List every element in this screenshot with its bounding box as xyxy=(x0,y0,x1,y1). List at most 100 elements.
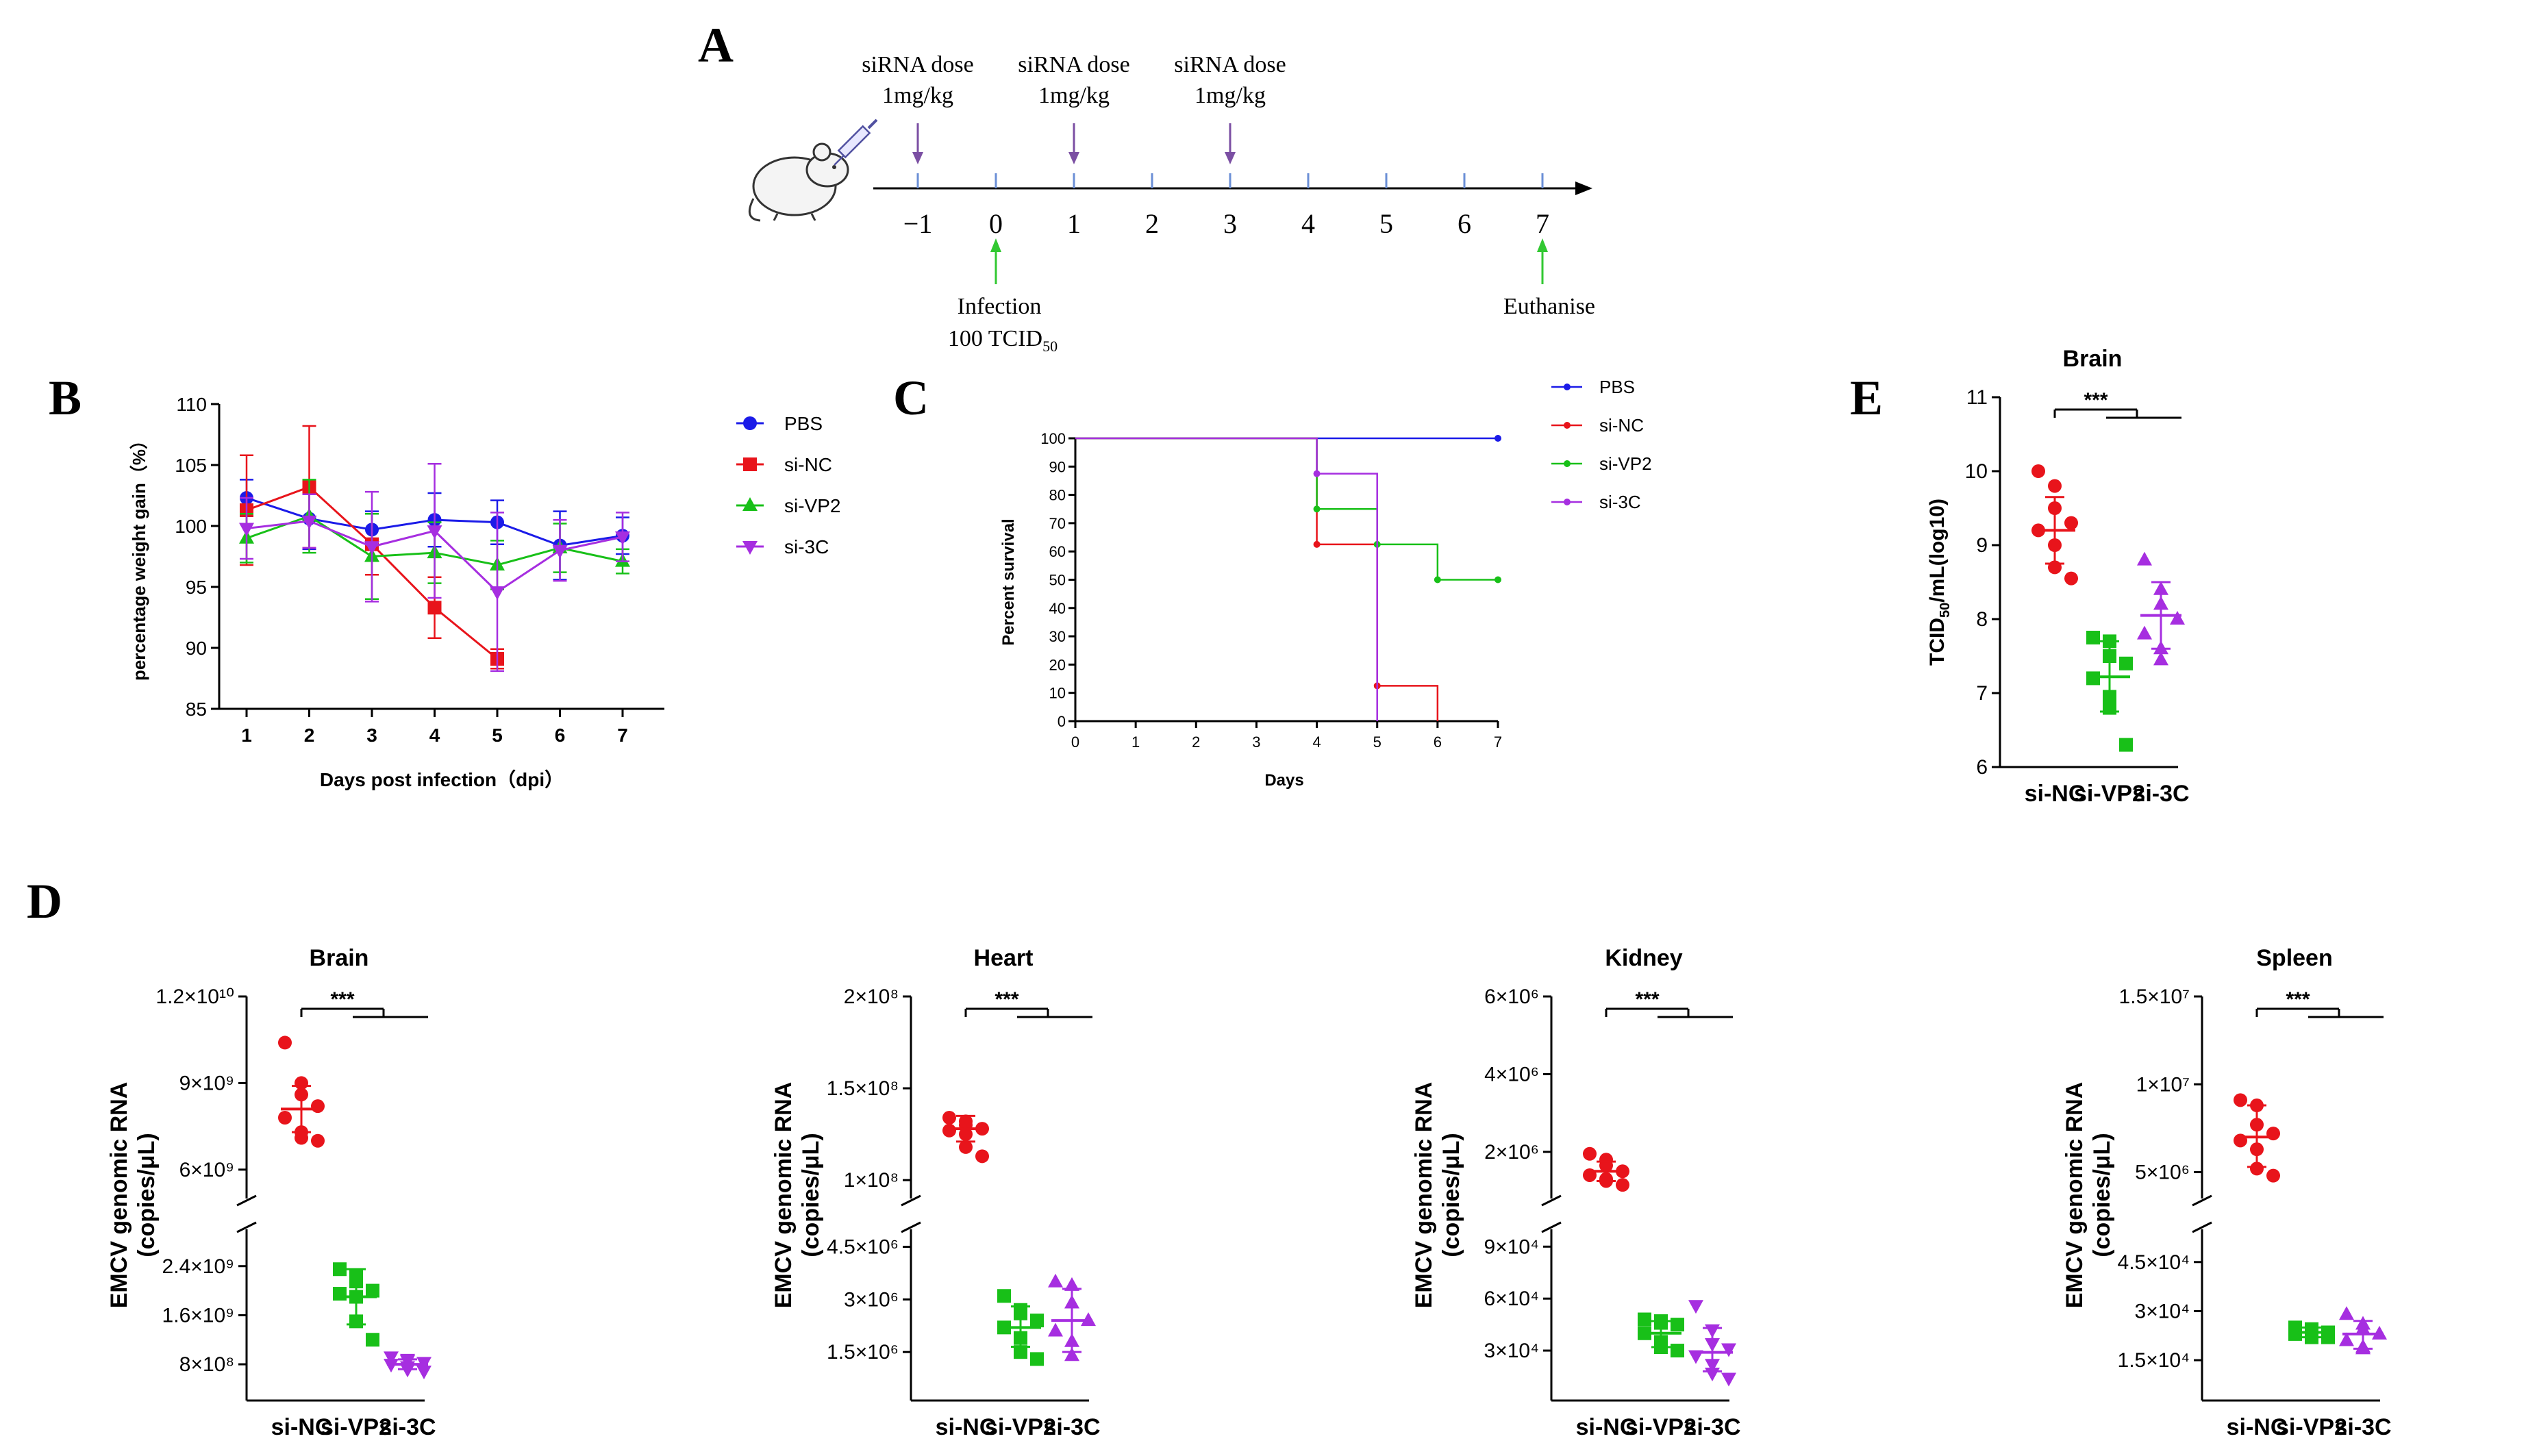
data-point-si-3C xyxy=(490,586,505,601)
significance-label: *** xyxy=(2084,389,2108,412)
data-point-si-NC xyxy=(1583,1146,1597,1161)
data-point-si-VP2 xyxy=(333,1262,347,1277)
data-point-si-3C xyxy=(301,515,317,529)
x-tick-label: 1 xyxy=(1131,733,1140,751)
y-tick-label: 3×10⁴ xyxy=(2135,1300,2190,1322)
infection-label: Infection xyxy=(958,294,1042,319)
mouse-ear xyxy=(812,142,831,162)
legend-label-si-VP2: si-VP2 xyxy=(784,495,840,516)
data-point-si-VP2 xyxy=(1671,1344,1684,1358)
y-tick-label: 110 xyxy=(176,394,207,415)
y-axis-label: TCID50/mL(log10) xyxy=(1926,499,1953,666)
data-point-si-3C xyxy=(1688,1350,1703,1364)
x-tick-label: 4 xyxy=(429,725,440,746)
euthanise-arrowhead xyxy=(1537,238,1548,252)
data-point-si-3C xyxy=(2137,625,2152,640)
y-tick-label: 4×10⁶ xyxy=(1484,1063,1539,1085)
data-point-si-VP2 xyxy=(1671,1318,1684,1332)
mouse-eye xyxy=(832,165,836,169)
y-axis-label: EMCV genomic RNA xyxy=(2062,1082,2088,1309)
dose-label-line2: 1mg/kg xyxy=(882,83,953,108)
x-tick-label: 0 xyxy=(1071,733,1079,751)
significance-label: *** xyxy=(330,988,354,1011)
data-point-si-3C xyxy=(2137,551,2152,566)
data-point-si-VP2 xyxy=(2321,1330,2335,1344)
chart-title: Heart xyxy=(974,945,1034,971)
chart-b-weight: 85 90 95 100 105 110 1 2 3 4 5 6 7 Days post infectio… xyxy=(129,394,840,790)
y-tick-label: 1.5×10⁴ xyxy=(2118,1349,2190,1372)
y-tick-label: 10 xyxy=(1965,460,1988,483)
y-tick-label: 6 xyxy=(1976,756,1988,779)
dose-label-line2: 1mg/kg xyxy=(1038,83,1110,108)
chart-c-survival: 0 10 20 30 40 50 60 70 80 90 100 0 1 2 3 4 5 6 7 Days Percen… xyxy=(999,377,1652,790)
y-axis-label: (copies/μL) xyxy=(2089,1133,2115,1257)
dose-arrowhead xyxy=(1068,152,1079,164)
y-tick-label: 9×10⁴ xyxy=(1484,1235,1539,1258)
y-tick-label: 100 xyxy=(1040,430,1066,447)
legend-marker xyxy=(743,457,757,471)
data-point-si-VP2 xyxy=(333,1287,347,1301)
x-category-label: si-3C xyxy=(1043,1414,1100,1440)
legend-label-si-3C: si-3C xyxy=(784,536,829,557)
y-axis-label-rest: /mL(log10) xyxy=(1926,499,1949,603)
timeline-day-label: 7 xyxy=(1536,208,1549,239)
x-tick-label: 2 xyxy=(304,725,315,746)
data-point-si-3C xyxy=(1721,1372,1736,1387)
y-tick-label: 85 xyxy=(186,699,207,720)
data-point-si-VP2 xyxy=(1030,1314,1044,1328)
legend-marker xyxy=(1564,499,1571,505)
mouse-tail xyxy=(748,198,761,222)
data-point-si-VP2 xyxy=(366,1333,379,1347)
chart-d-brain: 6×10⁹ 9×10⁹ 1.2×10¹⁰ 8×10⁸ 1.6×10⁹ 2.4×10⁹ Bra… xyxy=(106,945,436,1440)
dose-label-line2: 1mg/kg xyxy=(1195,83,1266,108)
panel-letter-d: D xyxy=(27,874,62,929)
x-tick-label: 4 xyxy=(1312,733,1321,751)
y-tick-label: 0 xyxy=(1058,713,1066,730)
y-tick-label: 100 xyxy=(175,516,207,537)
y-tick-label: 10 xyxy=(1049,685,1066,702)
timeline-day-label: 2 xyxy=(1145,208,1159,239)
data-point-si-VP2 xyxy=(2288,1327,2302,1341)
data-point-si-NC xyxy=(2064,516,2078,530)
y-tick-label: 95 xyxy=(186,577,207,598)
infection-arrowhead xyxy=(990,238,1001,252)
data-point-si-3C xyxy=(1064,1277,1079,1291)
y-tick-label: 9×10⁹ xyxy=(179,1072,234,1094)
dose-label-line1: siRNA dose xyxy=(862,52,973,77)
y-tick-label: 1.2×10¹⁰ xyxy=(155,986,234,1008)
survival-mark-si-VP2 xyxy=(1434,576,1441,583)
axis-break-mark xyxy=(2192,1221,2212,1233)
y-tick-label: 2×10⁶ xyxy=(1484,1141,1539,1164)
data-point-si-NC xyxy=(959,1140,973,1154)
legend-label-si-NC: si-NC xyxy=(784,454,832,475)
legend-marker xyxy=(1564,384,1571,390)
y-tick-label: 8 xyxy=(1976,608,1988,631)
data-point-si-3C xyxy=(427,525,442,540)
survival-line-si-3C xyxy=(1075,437,1378,721)
y-tick-label: 3×10⁴ xyxy=(1484,1340,1539,1362)
legend-marker xyxy=(1564,422,1571,429)
data-point-si-VP2 xyxy=(2119,656,2133,670)
data-point-si-3C xyxy=(416,1365,432,1379)
data-point-si-VP2 xyxy=(1014,1345,1027,1359)
axis-break-mark xyxy=(901,1221,921,1233)
chart-d-spleen: 5×10⁶ 1×10⁷ 1.5×10⁷ 1.5×10⁴ 3×10⁴ 4.5×10⁴ Sple… xyxy=(2062,945,2392,1440)
x-category-label: si-VP2 xyxy=(321,1414,392,1440)
significance-label: *** xyxy=(2286,988,2310,1011)
axis-break-mark xyxy=(2192,1194,2212,1207)
infection-dose-label: 100 TCID50 xyxy=(948,326,1058,355)
y-tick-label: 6×10⁶ xyxy=(1484,986,1539,1008)
y-tick-label: 7 xyxy=(1976,682,1988,705)
data-point-si-NC xyxy=(975,1149,989,1164)
data-point-si-NC xyxy=(942,1123,956,1138)
dose-arrowhead xyxy=(912,152,923,164)
legend-label-si-3C: si-3C xyxy=(1599,492,1641,512)
data-point-si-3C xyxy=(2153,651,2168,666)
x-category-label: si-NC xyxy=(936,1414,997,1440)
x-tick-label: 3 xyxy=(1252,733,1260,751)
y-tick-label: 1×10⁷ xyxy=(2136,1073,2190,1096)
x-tick-label: 5 xyxy=(1373,733,1381,751)
chart-d-heart: 1×10⁸ 1.5×10⁸ 2×10⁸ 1.5×10⁶ 3×10⁶ 4.5×10⁶ Hear… xyxy=(771,945,1101,1440)
survival-mark-si-3C xyxy=(1313,470,1321,477)
